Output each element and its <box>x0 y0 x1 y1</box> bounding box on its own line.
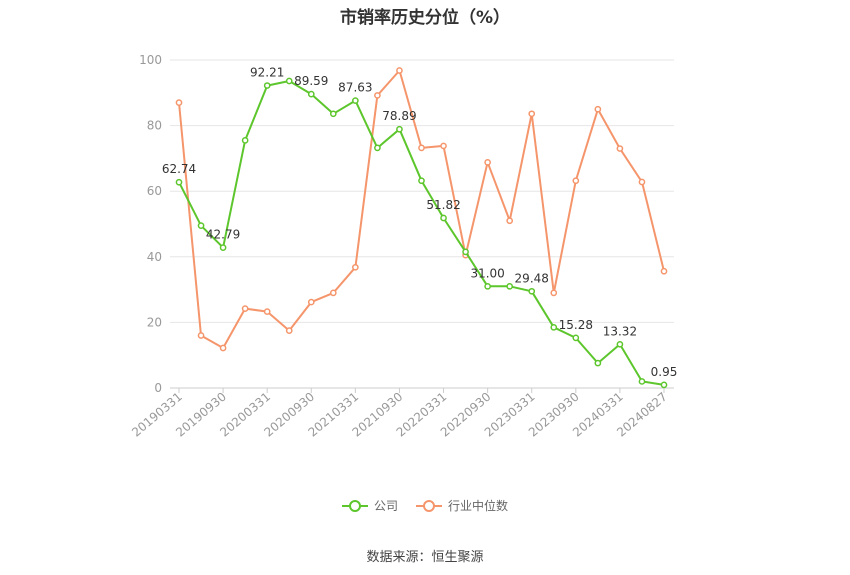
data-point <box>197 332 205 339</box>
data-point <box>307 298 315 306</box>
data-point <box>616 340 624 348</box>
data-point <box>506 282 514 290</box>
data-point <box>241 305 249 312</box>
data-point <box>616 145 624 152</box>
data-point <box>572 177 580 185</box>
data-point <box>175 99 183 106</box>
legend-item[interactable]: 公司 <box>341 497 398 514</box>
legend-line-icon <box>416 499 442 512</box>
legend-item[interactable]: 行业中位数 <box>416 497 508 514</box>
data-point <box>219 344 227 352</box>
legend-label: 公司 <box>373 499 398 513</box>
data-point <box>307 90 315 98</box>
data-point <box>374 92 381 99</box>
y-tick-label: 100 <box>139 53 162 67</box>
data-label: 29.48 <box>515 271 549 285</box>
data-point <box>660 381 668 389</box>
data-point <box>462 248 469 256</box>
y-tick-label: 60 <box>147 184 162 198</box>
data-point <box>285 327 293 334</box>
data-point <box>352 263 359 271</box>
data-point <box>263 308 271 315</box>
data-point <box>638 178 646 186</box>
data-label: 0.95 <box>651 365 678 379</box>
data-point <box>638 378 646 385</box>
data-point <box>352 97 359 104</box>
legend-label: 行业中位数 <box>448 499 509 513</box>
data-point <box>175 178 183 186</box>
data-point <box>418 177 425 185</box>
data-label: 31.00 <box>470 266 504 280</box>
data-point <box>594 359 602 367</box>
data-point <box>572 334 580 342</box>
data-point <box>506 217 514 225</box>
data-point <box>528 287 536 295</box>
data-point <box>550 323 558 331</box>
source-note: 数据来源：恒生聚源 <box>366 550 484 565</box>
y-tick-label: 40 <box>147 250 162 264</box>
data-point <box>484 282 491 290</box>
data-point <box>440 214 447 222</box>
data-point <box>329 289 337 297</box>
data-point <box>418 144 425 152</box>
data-label: 51.82 <box>426 198 460 212</box>
data-label: 78.89 <box>382 109 416 123</box>
data-label: 62.74 <box>162 162 196 176</box>
y-tick-label: 0 <box>154 381 162 395</box>
data-point <box>660 267 668 275</box>
chart-title: 市销率历史分位（%） <box>339 8 511 28</box>
data-point <box>484 158 491 166</box>
series-line <box>178 80 665 386</box>
data-label: 42.79 <box>206 228 240 242</box>
data-label: 89.59 <box>294 74 328 88</box>
y-tick-label: 80 <box>147 119 162 133</box>
data-point <box>550 289 558 297</box>
data-point <box>528 110 536 118</box>
data-label: 13.32 <box>603 324 637 338</box>
data-point <box>440 142 447 150</box>
data-label: 87.63 <box>338 81 372 95</box>
data-point <box>285 77 293 85</box>
data-point <box>219 244 227 251</box>
series-line <box>178 69 665 349</box>
data-point <box>594 105 602 113</box>
data-label: 15.28 <box>559 318 593 332</box>
legend-line-icon <box>341 499 368 512</box>
legend: 公司 行业中位数 <box>0 497 850 514</box>
data-label: 92.21 <box>250 66 284 80</box>
data-point <box>396 125 403 133</box>
data-point <box>241 137 249 144</box>
data-point <box>396 67 403 74</box>
data-point <box>374 144 381 152</box>
data-point <box>197 222 205 229</box>
data-point <box>329 110 337 118</box>
data-point <box>263 82 271 89</box>
y-tick-label: 20 <box>147 315 162 329</box>
